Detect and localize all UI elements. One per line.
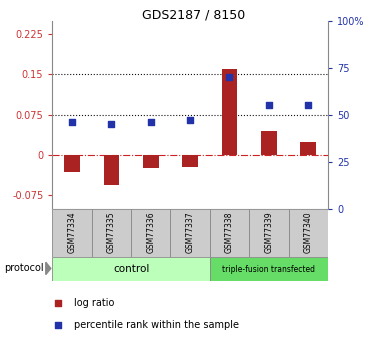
Point xyxy=(148,119,154,125)
Bar xyxy=(300,141,316,155)
Point xyxy=(187,118,193,123)
Text: GSM77337: GSM77337 xyxy=(185,211,195,253)
Text: GSM77336: GSM77336 xyxy=(146,211,155,253)
Bar xyxy=(249,209,289,257)
Text: log ratio: log ratio xyxy=(74,298,115,308)
Point xyxy=(69,119,75,125)
Bar xyxy=(210,257,328,281)
Text: control: control xyxy=(113,264,149,274)
Bar xyxy=(64,155,80,172)
Text: protocol: protocol xyxy=(4,264,43,273)
Text: GSM77340: GSM77340 xyxy=(304,211,313,253)
Point xyxy=(305,102,311,108)
Bar xyxy=(170,209,210,257)
Point xyxy=(226,74,232,80)
Bar xyxy=(104,155,119,185)
Text: percentile rank within the sample: percentile rank within the sample xyxy=(74,319,239,329)
Point xyxy=(55,300,61,306)
Point xyxy=(108,121,114,127)
Bar xyxy=(131,209,170,257)
Bar xyxy=(222,69,237,155)
Point xyxy=(266,102,272,108)
Text: triple-fusion transfected: triple-fusion transfected xyxy=(222,265,315,274)
Text: GDS2187 / 8150: GDS2187 / 8150 xyxy=(142,9,246,22)
Point xyxy=(55,322,61,327)
Bar xyxy=(92,209,131,257)
Text: GSM77335: GSM77335 xyxy=(107,211,116,253)
Bar xyxy=(52,257,210,281)
Bar xyxy=(52,209,92,257)
Bar xyxy=(143,155,159,168)
Text: GSM77338: GSM77338 xyxy=(225,211,234,253)
Text: GSM77334: GSM77334 xyxy=(68,211,76,253)
Bar xyxy=(261,131,277,155)
Bar xyxy=(210,209,249,257)
Bar xyxy=(182,155,198,167)
Text: GSM77339: GSM77339 xyxy=(264,211,273,253)
Bar xyxy=(289,209,328,257)
